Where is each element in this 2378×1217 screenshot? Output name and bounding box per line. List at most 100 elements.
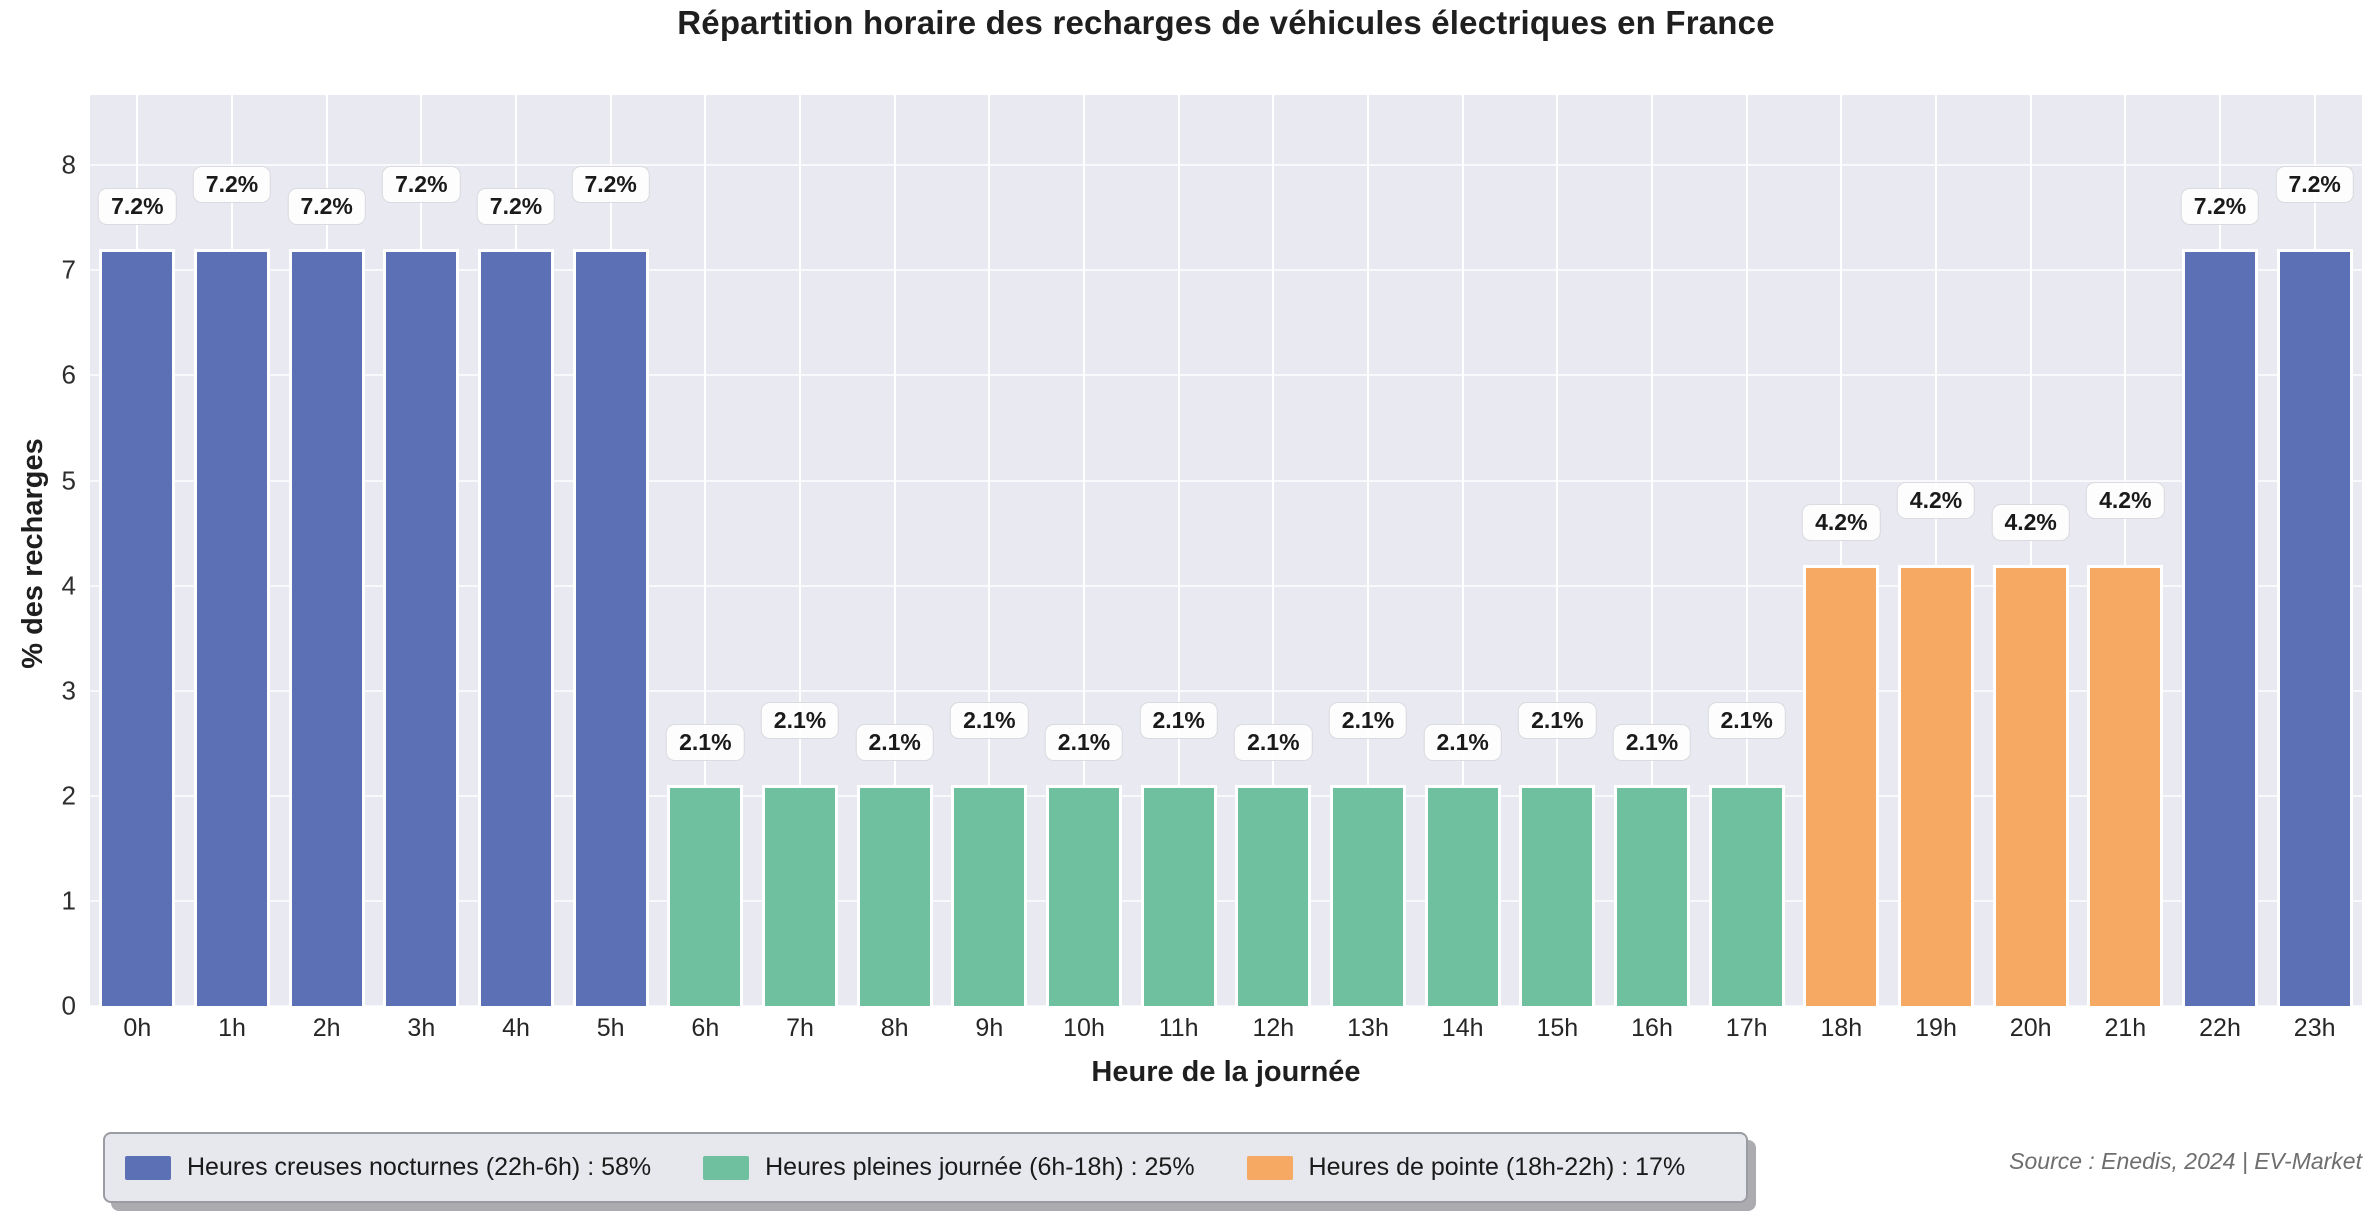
y-tick-label: 6 <box>61 359 76 390</box>
x-tick-label-4h: 4h <box>502 1014 530 1042</box>
gridline-vertical <box>1651 95 1653 1006</box>
bar-14h <box>1424 785 1501 1006</box>
bar-10h <box>1046 785 1122 1006</box>
bar-5h <box>572 249 649 1006</box>
gridline-vertical <box>1745 95 1748 1006</box>
chart-title: Répartition horaire des recharges de véh… <box>677 4 1775 41</box>
bar-value-label-21h: 4.2% <box>2086 481 2165 519</box>
source-note: Source : Enedis, 2024 | EV-Market <box>2009 1148 2362 1174</box>
legend-label-pointe: Heures de pointe (18h-22h) : 17% <box>1308 1153 1686 1181</box>
gridline-vertical <box>988 95 991 1006</box>
x-axis-title: Heure de la journée <box>1091 1056 1361 1088</box>
gridline-vertical <box>1367 95 1369 1006</box>
y-tick-label: 5 <box>61 465 76 495</box>
bar-value-label-8h: 2.1% <box>855 724 934 762</box>
x-tick-label-16h: 16h <box>1631 1014 1673 1042</box>
bar-value-label-12h: 2.1% <box>1234 724 1313 762</box>
x-tick-label-19h: 19h <box>1915 1014 1957 1042</box>
bar-20h <box>1992 564 2069 1006</box>
gridline-horizontal <box>90 374 2362 377</box>
y-tick-label: 8 <box>61 149 76 180</box>
legend-swatch-nocturne <box>125 1155 171 1180</box>
y-tick-label: 4 <box>61 570 76 601</box>
x-tick-label-23h: 23h <box>2293 1014 2336 1042</box>
bar-23h <box>2276 249 2353 1006</box>
x-tick-label-9h: 9h <box>975 1014 1004 1042</box>
bar-19h <box>1898 564 1974 1006</box>
y-axis-title: % des recharges <box>17 438 49 669</box>
gridline-vertical <box>1935 95 1937 1006</box>
legend-item-pointe: Heures de pointe (18h-22h) : 17% <box>1246 1153 1686 1182</box>
bar-11h <box>1140 785 1217 1006</box>
bar-value-label-15h: 2.1% <box>1518 702 1597 740</box>
bar-value-label-17h: 2.1% <box>1707 702 1786 740</box>
bar-value-label-6h: 2.1% <box>666 724 745 762</box>
gridline-vertical <box>1556 95 1559 1006</box>
gridline-horizontal <box>90 269 2362 272</box>
bar-13h <box>1330 785 1406 1006</box>
bar-value-label-14h: 2.1% <box>1423 724 1502 762</box>
gridline-vertical <box>1083 95 1085 1006</box>
y-tick-label: 0 <box>61 990 76 1021</box>
y-tick-label: 3 <box>61 675 76 706</box>
bar-value-label-22h: 7.2% <box>2180 188 2260 226</box>
bar-value-label-10h: 2.1% <box>1044 724 1124 762</box>
bar-value-label-13h: 2.1% <box>1328 702 1408 740</box>
bar-value-label-3h: 7.2% <box>382 166 461 204</box>
bar-value-label-20h: 4.2% <box>1991 503 2070 541</box>
bar-value-label-2h: 7.2% <box>287 188 366 226</box>
x-tick-label-0h: 0h <box>123 1014 152 1042</box>
x-tick-label-2h: 2h <box>312 1014 341 1042</box>
legend-box: Heures creuses nocturnes (22h-6h) : 58% … <box>103 1132 1748 1203</box>
gridline-horizontal <box>90 794 2362 797</box>
y-tick-label: 1 <box>61 885 76 916</box>
bar-7h <box>762 785 838 1006</box>
gridline-horizontal <box>90 164 2362 167</box>
bar-value-label-19h: 4.2% <box>1896 481 1976 519</box>
bar-value-label-7h: 2.1% <box>760 702 840 740</box>
bar-22h <box>2182 249 2258 1006</box>
x-tick-label-10h: 10h <box>1063 1014 1105 1042</box>
bar-value-label-9h: 2.1% <box>950 702 1029 740</box>
bar-value-label-18h: 4.2% <box>1802 503 1881 541</box>
gridline-vertical <box>2124 95 2127 1006</box>
bar-16h <box>1614 785 1690 1006</box>
gridline-horizontal <box>90 689 2362 692</box>
gridline-vertical <box>893 95 896 1006</box>
bar-12h <box>1235 785 1312 1006</box>
bar-6h <box>667 785 744 1006</box>
x-tick-label-6h: 6h <box>691 1014 720 1042</box>
bar-value-label-0h: 7.2% <box>98 188 177 226</box>
legend-item-journee: Heures pleines journée (6h-18h) : 25% <box>703 1153 1195 1182</box>
bar-1h <box>194 249 270 1006</box>
gridline-horizontal <box>90 899 2362 902</box>
x-tick-label-13h: 13h <box>1347 1014 1389 1042</box>
x-tick-label-20h: 20h <box>2009 1014 2052 1042</box>
gridline-vertical <box>1272 95 1275 1006</box>
bar-17h <box>1708 785 1785 1006</box>
bar-value-label-23h: 7.2% <box>2275 166 2354 204</box>
x-tick-label-22h: 22h <box>2199 1014 2241 1042</box>
gridline-vertical <box>1177 95 1180 1006</box>
gridline-horizontal <box>90 479 2362 482</box>
x-tick-label-11h: 11h <box>1158 1014 1199 1042</box>
gridline-vertical <box>704 95 707 1006</box>
bar-15h <box>1519 785 1596 1006</box>
bar-2h <box>288 249 365 1006</box>
bar-0h <box>99 249 176 1006</box>
x-tick-label-7h: 7h <box>786 1014 814 1042</box>
bar-value-label-1h: 7.2% <box>192 166 272 204</box>
x-tick-label-3h: 3h <box>407 1014 436 1042</box>
x-tick-label-1h: 1h <box>218 1014 246 1042</box>
legend-item-nocturne: Heures creuses nocturnes (22h-6h) : 58% <box>125 1153 651 1182</box>
x-tick-label-14h: 14h <box>1441 1014 1484 1042</box>
gridline-vertical <box>1461 95 1464 1006</box>
x-tick-label-8h: 8h <box>880 1014 909 1042</box>
gridline-horizontal <box>90 1005 2362 1007</box>
y-tick-label: 2 <box>61 780 76 811</box>
bar-4h <box>478 249 554 1006</box>
legend-swatch-pointe <box>1246 1155 1293 1180</box>
bar-value-label-11h: 2.1% <box>1139 702 1218 740</box>
gridline-vertical <box>799 95 801 1006</box>
plot-area: 7.2% 7.2% 7.2% 7.2% 7.2% 7.2% 2.1% 2.1% 2.1% 2.1%… <box>90 95 2362 1007</box>
